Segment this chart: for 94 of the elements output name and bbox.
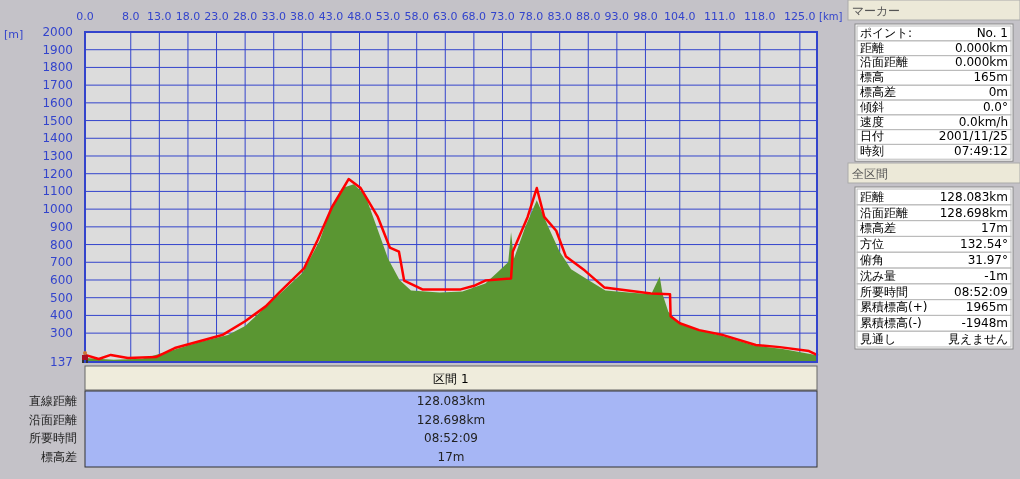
x-tick-label: 98.0 <box>633 10 658 23</box>
text: 17m <box>981 221 1008 236</box>
text: 日付 <box>860 129 884 144</box>
text: 08:52:09 <box>954 284 1008 299</box>
x-tick-label: 93.0 <box>604 10 630 23</box>
text: 標高差 <box>860 85 896 99</box>
text: 128.698km <box>416 412 486 427</box>
text: 2001/11/25 <box>938 129 1008 144</box>
text: 17m <box>437 449 465 464</box>
x-tick-label: 83.0 <box>547 10 572 23</box>
x-tick-label: 48.0 <box>347 10 372 23</box>
text: 直線距離 <box>29 394 77 408</box>
text: 沈み量 <box>860 268 896 283</box>
y-tick-label: 1600 <box>42 95 73 110</box>
text: 累積標高(+) <box>860 300 928 315</box>
text: 標高差 <box>41 449 77 464</box>
text: 傾斜 <box>860 99 884 114</box>
text: 所要時間 <box>860 284 908 299</box>
text: 0.000km <box>955 40 1008 55</box>
text: ポイント: <box>860 25 913 40</box>
text: 距離 <box>860 40 884 55</box>
y-tick-label: 600 <box>50 272 73 287</box>
x-axis-title: [km] <box>819 11 843 22</box>
text: 128.083km <box>939 189 1008 204</box>
text: 全区間 <box>852 167 888 181</box>
text: -1m <box>984 268 1008 283</box>
x-tick-label: 118.0 <box>744 10 776 23</box>
x-tick-label: 28.0 <box>232 10 258 23</box>
x-tick-label: 18.0 <box>175 10 201 23</box>
x-tick-label: 13.0 <box>147 10 172 23</box>
text: 1965m <box>965 300 1008 315</box>
x-tick-label: 53.0 <box>375 10 401 23</box>
x-tick-label: 0.0 <box>76 10 94 23</box>
y-tick-label: 1800 <box>42 60 73 75</box>
text: 時刻 <box>860 144 884 159</box>
text: 07:49:12 <box>954 144 1008 159</box>
y-tick-label: 1300 <box>42 148 73 163</box>
x-tick-label: 43.0 <box>318 10 344 23</box>
x-tick-label: 68.0 <box>461 10 487 23</box>
text: 標高差 <box>860 221 896 236</box>
y-tick-label: 1100 <box>42 184 73 199</box>
text: 累積標高(-) <box>860 316 922 331</box>
y-tick-label: 300 <box>50 326 73 341</box>
x-tick-label: 125.0 <box>784 10 816 23</box>
text: 0.0° <box>982 99 1008 114</box>
text: 128.698km <box>939 205 1008 220</box>
x-tick-label: 23.0 <box>204 10 229 23</box>
text: マーカー <box>852 4 900 18</box>
y-tick-label: 400 <box>50 308 73 323</box>
text: No. 1 <box>976 25 1008 40</box>
text: 方位 <box>860 237 884 252</box>
text: 0.0km/h <box>958 114 1008 129</box>
text: 128.083km <box>416 394 486 408</box>
y-tick-label: 1200 <box>42 166 73 181</box>
y-tick-label: 2000 <box>42 25 73 39</box>
text: 距離 <box>860 189 884 204</box>
text: 0.000km <box>955 55 1008 70</box>
y-tick-label: 1000 <box>42 202 73 217</box>
text: 区間 1 <box>433 372 469 386</box>
text: 標高 <box>860 70 884 85</box>
x-tick-label: 63.0 <box>433 10 458 23</box>
text: 見えません <box>948 332 1008 346</box>
y-tick-label: 1400 <box>42 131 73 146</box>
y-tick-label: 700 <box>50 255 73 270</box>
y-axis-title: [m] <box>4 28 24 41</box>
text: -1948m <box>961 316 1008 331</box>
y-tick-label: 1700 <box>42 78 73 93</box>
text: 沿面距離 <box>860 55 908 70</box>
text: 31.97° <box>967 253 1008 267</box>
text: 所要時間 <box>29 431 77 445</box>
text: 132.54° <box>960 237 1008 252</box>
y-tick-label: 1500 <box>42 113 73 128</box>
text: 俯角 <box>860 253 884 267</box>
x-tick-label: 33.0 <box>261 10 286 23</box>
text: 165m <box>973 70 1008 85</box>
y-tick-label: 800 <box>50 237 73 252</box>
x-tick-label: 78.0 <box>518 10 544 23</box>
text: 見通し <box>860 332 896 346</box>
y-tick-label: 900 <box>50 219 73 234</box>
text: 沿面距離 <box>29 412 77 427</box>
x-tick-label: 104.0 <box>664 10 696 23</box>
x-tick-label: 88.0 <box>576 10 601 23</box>
x-tick-label: 38.0 <box>290 10 315 23</box>
text: 沿面距離 <box>860 205 908 220</box>
text: 08:52:09 <box>424 431 478 445</box>
text: 0m <box>988 85 1008 99</box>
y-tick-label: 500 <box>50 290 73 305</box>
x-tick-label: 111.0 <box>704 10 736 23</box>
y-tick-label: 1900 <box>42 42 73 57</box>
x-tick-label: 58.0 <box>404 10 429 23</box>
y-tick-label: 137 <box>50 355 73 369</box>
x-tick-label: 8.0 <box>122 10 140 23</box>
x-tick-label: 73.0 <box>490 10 515 23</box>
text: 速度 <box>860 114 884 129</box>
